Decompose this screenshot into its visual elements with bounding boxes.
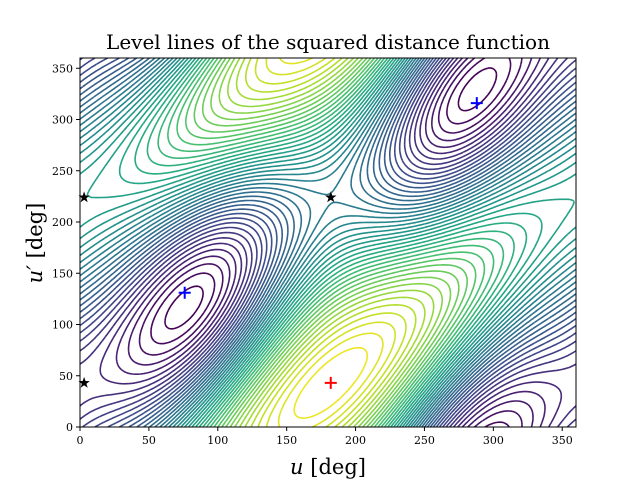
y-tick-label: 350 — [52, 62, 73, 75]
x-axis-label-unit: [deg] — [304, 455, 366, 479]
x-tick-label: 150 — [276, 434, 297, 447]
contour-level-line — [138, 58, 523, 427]
contour-level-line — [150, 58, 512, 427]
contour-level-line — [99, 58, 563, 427]
contour-lines — [80, 58, 576, 427]
blue-plus-marker — [178, 286, 191, 299]
red-plus-marker — [324, 376, 337, 389]
y-axis-ticks: 0 50 100 150 200 250 300 350 — [52, 62, 80, 434]
contour-level-line — [167, 58, 495, 427]
x-tick-label: 0 — [77, 434, 84, 447]
y-tick-label: 50 — [59, 370, 73, 383]
x-tick-label: 200 — [345, 434, 366, 447]
star-marker — [78, 191, 90, 203]
y-tick-label: 200 — [52, 216, 73, 229]
contour-level-line — [293, 346, 369, 419]
x-tick-label: 300 — [483, 434, 504, 447]
contour-level-line — [235, 58, 426, 427]
contour-level-line — [80, 58, 576, 427]
contour-level-line — [210, 58, 452, 427]
x-axis-label-var: u — [290, 455, 304, 479]
contour-level-line — [201, 58, 460, 427]
x-axis-label: u [deg] — [290, 455, 366, 479]
contour-level-line — [176, 58, 486, 427]
x-tick-label: 250 — [414, 434, 435, 447]
contour-level-line — [265, 58, 396, 427]
contour-level-line — [193, 58, 468, 427]
y-tick-label: 250 — [52, 165, 73, 178]
contour-level-line — [80, 58, 576, 427]
y-axis-label: u′ [deg] — [23, 203, 47, 284]
y-axis-label-var: u′ — [23, 265, 47, 284]
contour-level-line — [80, 58, 576, 427]
y-tick-label: 0 — [66, 421, 73, 434]
x-tick-label: 50 — [142, 434, 156, 447]
contour-level-line — [118, 58, 543, 427]
critical-point-markers — [78, 97, 483, 389]
contour-level-line — [80, 58, 576, 427]
contour-level-line — [218, 58, 443, 427]
contour-level-line — [157, 58, 505, 427]
x-axis-ticks: 0 50 100 150 200 250 300 350 — [77, 427, 573, 447]
y-tick-label: 100 — [52, 319, 73, 332]
contour-level-line — [245, 58, 417, 427]
chart-title: Level lines of the squared distance func… — [106, 30, 550, 54]
contour-level-line — [127, 58, 534, 427]
y-tick-label: 150 — [52, 267, 73, 280]
contour-level-line — [227, 58, 435, 427]
y-tick-label: 300 — [52, 114, 73, 127]
contour-level-line — [134, 58, 528, 427]
contour-level-line — [80, 58, 576, 427]
contour-level-line — [80, 58, 576, 427]
contour-level-line — [80, 58, 576, 427]
contour-level-line — [80, 58, 576, 427]
star-marker — [325, 191, 337, 203]
x-tick-label: 100 — [207, 434, 228, 447]
x-tick-label: 350 — [552, 434, 573, 447]
blue-plus-marker — [470, 97, 483, 110]
y-axis-label-unit: [deg] — [23, 203, 47, 265]
plot-frame — [79, 57, 577, 428]
contour-level-line — [277, 58, 384, 427]
star-marker — [78, 376, 90, 388]
contour-level-line — [254, 58, 407, 427]
contour-level-line — [146, 58, 515, 427]
contour-level-line — [185, 58, 477, 427]
